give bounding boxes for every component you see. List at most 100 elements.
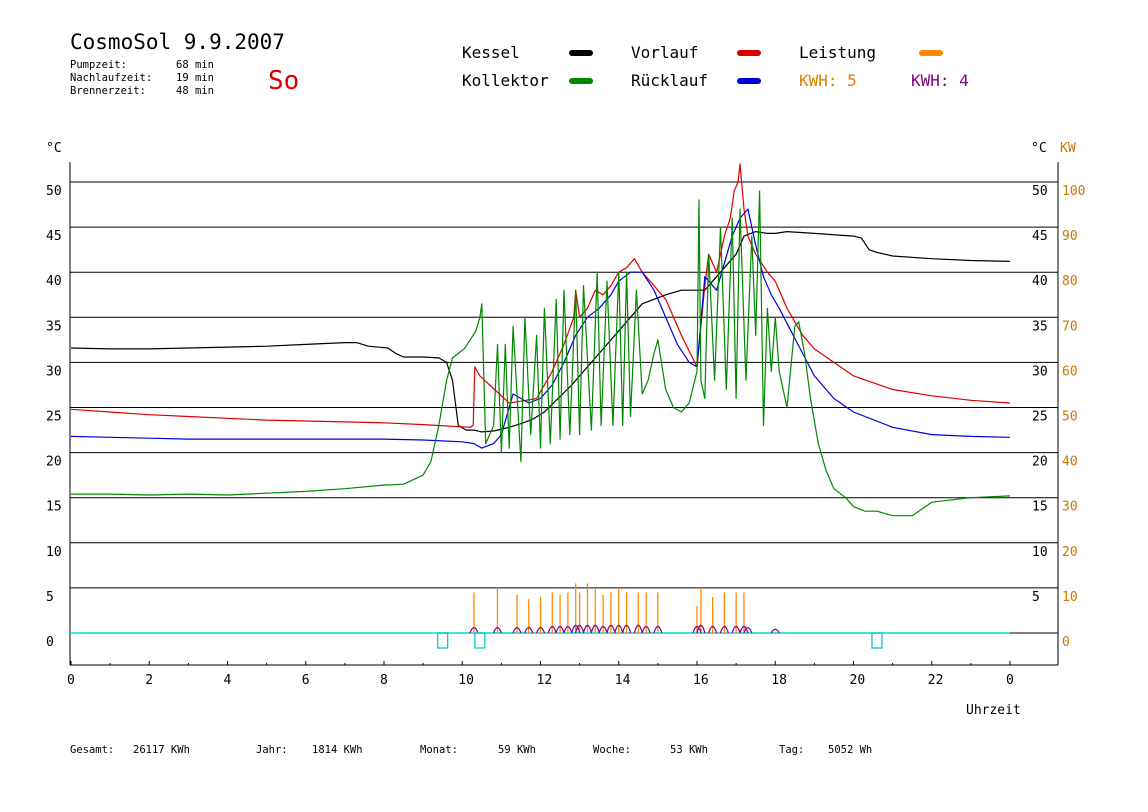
y-tick-right-kw: 90 [1062, 229, 1078, 244]
footer-value: 5052 Wh [828, 744, 872, 756]
y-tick-right-kw: 40 [1062, 455, 1078, 470]
legend-label: Leistung [799, 43, 876, 62]
energy-bump [524, 627, 534, 634]
plot-frame [69, 162, 1059, 666]
energy-bump [696, 624, 706, 634]
y-ticks: 0 5 10 15 20 25 30 35 40 45 50 5 10 15 20 25 30 35 40 45 50 0… [46, 184, 1085, 650]
footer-label: Woche: [593, 744, 631, 756]
y-tick-left: 5 [46, 590, 54, 605]
right-axis-unit-c: °C [1031, 141, 1047, 156]
x-tick-label: 22 [928, 673, 944, 688]
y-tick-left: 35 [46, 319, 62, 334]
energy-bump [739, 625, 749, 634]
y-tick-right-kw: 60 [1062, 364, 1078, 379]
energy-bump [770, 628, 780, 634]
footer-label: Jahr: [256, 744, 288, 756]
energy-bump [469, 627, 479, 634]
y-tick-right-kw: 20 [1062, 545, 1078, 560]
energy-bump [582, 624, 593, 634]
footer-value: 59 KWh [498, 744, 536, 756]
y-tick-right-c: 10 [1032, 545, 1048, 560]
y-tick-right-kw: 0 [1062, 635, 1070, 650]
x-tick-label: 4 [224, 673, 232, 688]
y-tick-right-c: 35 [1032, 319, 1048, 334]
energy-bump [653, 625, 663, 634]
energy-bump [492, 627, 503, 634]
energy-bump [555, 625, 565, 634]
series-line-0 [70, 231, 1011, 433]
y-tick-left: 25 [46, 410, 62, 425]
legend-label: KWH: 5 [799, 71, 857, 90]
right-axis-unit-kw: KW [1060, 141, 1076, 156]
pump-marker [437, 632, 449, 649]
energy-bump [641, 625, 651, 634]
y-tick-right-c: 15 [1032, 500, 1048, 515]
energy-bump [598, 625, 608, 634]
y-tick-left: 10 [46, 545, 62, 560]
y-tick-left: 40 [46, 274, 62, 289]
energy-bump [606, 624, 616, 634]
x-axis-label: Uhrzeit [966, 703, 1021, 718]
energy-bump [743, 627, 753, 634]
y-tick-right-kw: 80 [1062, 274, 1078, 289]
y-tick-left: 15 [46, 500, 62, 515]
x-tick-label: 0 [67, 673, 75, 688]
energy-bump [571, 624, 581, 634]
x-tick-label: 2 [145, 673, 153, 688]
grid-lines [70, 181, 1058, 634]
energy-bump [590, 624, 600, 634]
stat-value: 48 min [176, 85, 214, 97]
energy-bump [575, 624, 585, 634]
y-tick-right-c: 30 [1032, 364, 1048, 379]
legend-label: Rücklauf [631, 71, 708, 90]
pump-marker [474, 632, 486, 649]
y-tick-right-c: 45 [1032, 229, 1048, 244]
energy-bump [512, 627, 522, 634]
y-tick-right-kw: 70 [1062, 319, 1078, 334]
energy-bump [614, 624, 624, 634]
legend: Kessel Vorlauf Leistung Kollektor Rücklauf KW… [462, 43, 969, 90]
footer-totals: Gesamt: 26117 KWh Jahr: 1814 KWh Monat: 59 KW… [70, 744, 872, 756]
energy-bump [563, 625, 573, 634]
series-line-2 [70, 208, 1011, 449]
energy-bump [633, 624, 643, 634]
y-tick-right-kw: 100 [1062, 184, 1085, 199]
footer-value: 53 KWh [670, 744, 708, 756]
weekday-label: So [268, 66, 299, 96]
y-tick-right-kw: 30 [1062, 500, 1078, 515]
energy-bump [535, 627, 546, 634]
legend-label: Vorlauf [631, 43, 698, 62]
legend-label: KWH: 4 [911, 71, 969, 90]
energy-bump [708, 625, 718, 634]
stat-value: 68 min [176, 59, 214, 71]
y-tick-right-c: 50 [1032, 184, 1048, 199]
stats-block: Pumpzeit: 68 min Nachlaufzeit: 19 min Brenne… [70, 59, 214, 97]
y-tick-left: 0 [46, 635, 54, 650]
stat-label: Brennerzeit: [70, 85, 146, 97]
footer-label: Tag: [779, 744, 804, 756]
x-tick-label: 8 [380, 673, 388, 688]
y-tick-left: 30 [46, 364, 62, 379]
y-tick-right-kw: 50 [1062, 410, 1078, 425]
x-tick-label: 0 [1006, 673, 1014, 688]
x-tick-label: 12 [537, 673, 553, 688]
series-line-3 [71, 190, 1011, 517]
chart-title: CosmoSol 9.9.2007 [70, 30, 285, 54]
pump-marker [871, 632, 883, 649]
energy-bump [731, 625, 741, 634]
series-line-1 [70, 163, 1011, 428]
y-tick-right-c: 40 [1032, 274, 1048, 289]
energy-bump [547, 625, 557, 634]
legend-label: Kessel [462, 43, 520, 62]
y-tick-left: 45 [46, 229, 62, 244]
energy-bump [719, 625, 729, 634]
footer-label: Monat: [420, 744, 458, 756]
y-tick-right-c: 25 [1032, 410, 1048, 425]
x-tick-label: 6 [302, 673, 310, 688]
x-tick-label: 14 [615, 673, 631, 688]
footer-label: Gesamt: [70, 744, 114, 756]
series-layer [70, 163, 1011, 517]
power-layer [437, 583, 883, 649]
x-tick-label: 18 [771, 673, 787, 688]
